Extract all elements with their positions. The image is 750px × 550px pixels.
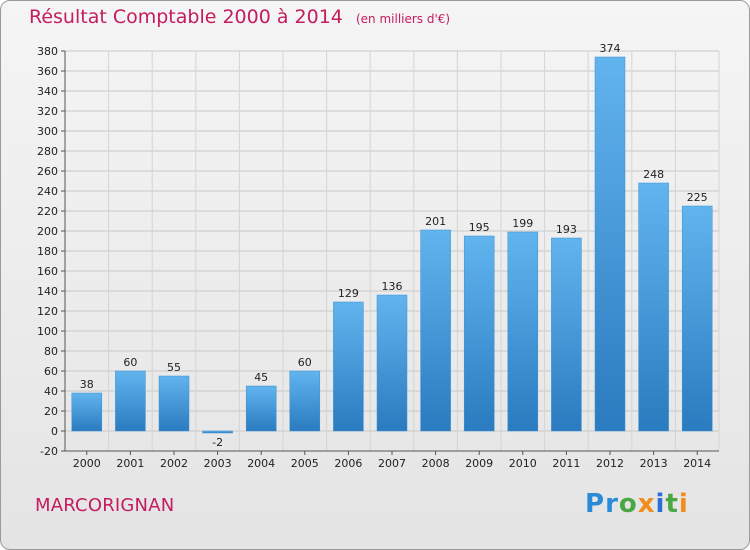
data-label: 201 <box>425 215 446 228</box>
bar-2011 <box>551 237 582 432</box>
bar-2013 <box>638 182 669 432</box>
data-label: 129 <box>338 287 359 300</box>
data-label: 199 <box>512 217 533 230</box>
y-tick-label: 140 <box>37 285 58 298</box>
bar-2001 <box>115 370 146 432</box>
bar-2007 <box>376 294 408 432</box>
x-tick-label: 2014 <box>683 457 711 470</box>
y-tick-label: 120 <box>37 305 58 318</box>
data-label: 193 <box>556 223 577 236</box>
x-tick-label: 2004 <box>247 457 275 470</box>
y-tick-label: 360 <box>37 65 58 78</box>
bar-2003 <box>202 430 233 434</box>
data-label: -2 <box>212 436 223 449</box>
data-label: 374 <box>600 42 621 55</box>
bar-2008 <box>420 229 451 432</box>
y-tick-label: 180 <box>37 245 58 258</box>
bar-2000 <box>71 392 103 432</box>
y-tick-label: 20 <box>44 405 58 418</box>
x-tick-label: 2006 <box>334 457 362 470</box>
y-tick-label: 220 <box>37 205 58 218</box>
bars <box>71 56 713 434</box>
bar-2010 <box>507 231 539 432</box>
bar-2004 <box>245 385 277 432</box>
x-tick-label: 2010 <box>509 457 537 470</box>
y-tick-label: 280 <box>37 145 58 158</box>
y-tick-label: 240 <box>37 185 58 198</box>
data-labels: 38 60 55 -2 45 60 129 136 201 195 199 193 374 248 225 <box>80 42 708 449</box>
data-label: 38 <box>80 378 94 391</box>
x-tick-label: 2011 <box>552 457 580 470</box>
y-tick-label: 380 <box>37 45 58 58</box>
y-tick-label: -20 <box>40 445 58 458</box>
bar-2002 <box>158 375 190 432</box>
x-tick-label: 2008 <box>422 457 450 470</box>
y-tick-label: 160 <box>37 265 58 278</box>
chart-title: Résultat Comptable 2000 à 2014 <box>29 6 343 28</box>
unit-note: (en milliers d'€) <box>355 12 451 26</box>
y-tick-label: 320 <box>37 105 58 118</box>
bar-2009 <box>463 235 495 432</box>
data-label: 136 <box>382 280 403 293</box>
title-row: Résultat Comptable 2000 à 2014 (en milli… <box>29 6 450 28</box>
bar-2012 <box>594 56 626 432</box>
data-label: 55 <box>167 361 181 374</box>
x-tick-label: 2003 <box>204 457 232 470</box>
x-tick-label: 2000 <box>73 457 101 470</box>
axes: -20 0 20 40 60 80 100 120 140 160 180 200 220 240 260 2… <box>37 45 719 470</box>
data-label: 60 <box>123 356 137 369</box>
bar-2014 <box>681 205 713 432</box>
x-tick-label: 2013 <box>640 457 668 470</box>
bar-2005 <box>289 370 321 432</box>
y-tick-label: 100 <box>37 325 58 338</box>
x-tick-label: 2007 <box>378 457 406 470</box>
location-name: MARCORIGNAN <box>35 495 175 516</box>
data-label: 225 <box>687 191 708 204</box>
y-tick-label: 340 <box>37 85 58 98</box>
data-label: 45 <box>254 371 268 384</box>
y-tick-label: 300 <box>37 125 58 138</box>
x-tick-label: 2002 <box>160 457 188 470</box>
y-tick-label: 260 <box>37 165 58 178</box>
y-tick-label: 200 <box>37 225 58 238</box>
x-tick-label: 2005 <box>291 457 319 470</box>
data-label: 248 <box>643 168 664 181</box>
x-tick-label: 2001 <box>116 457 144 470</box>
data-label: 60 <box>298 356 312 369</box>
data-label: 195 <box>469 221 490 234</box>
proxiti-logo: Proxiti <box>585 489 689 519</box>
y-tick-label: 40 <box>44 385 58 398</box>
y-tick-label: 0 <box>51 425 58 438</box>
x-tick-label: 2009 <box>465 457 493 470</box>
y-tick-label: 60 <box>44 365 58 378</box>
x-tick-label: 2012 <box>596 457 624 470</box>
y-tick-label: 80 <box>44 345 58 358</box>
bar-2006 <box>333 301 364 432</box>
